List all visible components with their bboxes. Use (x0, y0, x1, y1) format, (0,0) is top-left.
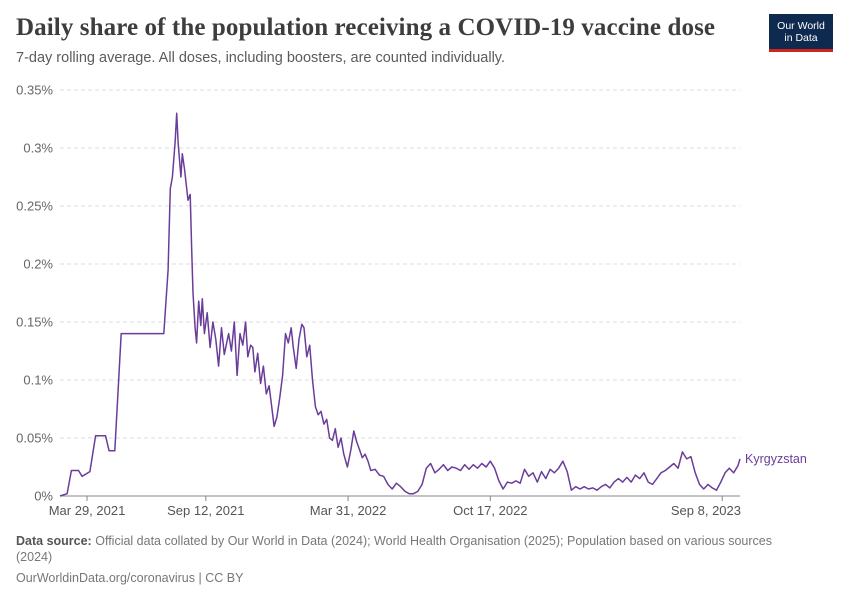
data-source-label: Data source: (16, 534, 92, 548)
logo-line-2: in Data (784, 32, 818, 44)
y-tick-label: 0.25% (16, 199, 53, 214)
chart-subtitle: 7-day rolling average. All doses, includ… (16, 50, 505, 66)
x-tick-label: Mar 31, 2022 (310, 503, 387, 518)
data-source-text: Official data collated by Our World in D… (16, 534, 772, 564)
series-lines: Kyrgyzstan (59, 112, 807, 497)
data-source: Data source: Official data collated by O… (16, 533, 796, 565)
grid-lines (60, 89, 740, 497)
x-axis-ticks: Mar 29, 2021 Sep 12, 2021 Mar 31, 2022 Oct … (49, 496, 741, 518)
y-tick-label: 0% (34, 489, 53, 504)
x-tick-label: Sep 8, 2023 (671, 503, 741, 518)
series-label[interactable]: Kyrgyzstan (745, 452, 807, 466)
series-line-kyrgyzstan[interactable] (59, 112, 741, 497)
line-chart: 0% 0.05% 0.1% 0.15% 0.2% 0.25% 0.3% 0.35% Mar 2… (16, 83, 807, 519)
y-tick-label: 0.1% (23, 373, 53, 388)
y-tick-label: 0.35% (16, 83, 53, 98)
owid-logo[interactable]: Our World in Data (769, 14, 833, 52)
y-tick-label: 0.2% (23, 257, 53, 272)
y-tick-label: 0.15% (16, 315, 53, 330)
y-tick-label: 0.3% (23, 141, 53, 156)
y-axis-ticks: 0% 0.05% 0.1% 0.15% 0.2% 0.25% 0.3% 0.35% (16, 83, 53, 504)
license-link[interactable]: OurWorldinData.org/coronavirus | CC BY (16, 571, 244, 585)
x-tick-label: Sep 12, 2021 (167, 503, 244, 518)
logo-line-1: Our World (777, 20, 825, 32)
chart-title: Daily share of the population receiving … (16, 14, 716, 41)
x-tick-label: Mar 29, 2021 (49, 503, 126, 518)
y-tick-label: 0.05% (16, 431, 53, 446)
x-tick-label: Oct 17, 2022 (453, 503, 527, 518)
